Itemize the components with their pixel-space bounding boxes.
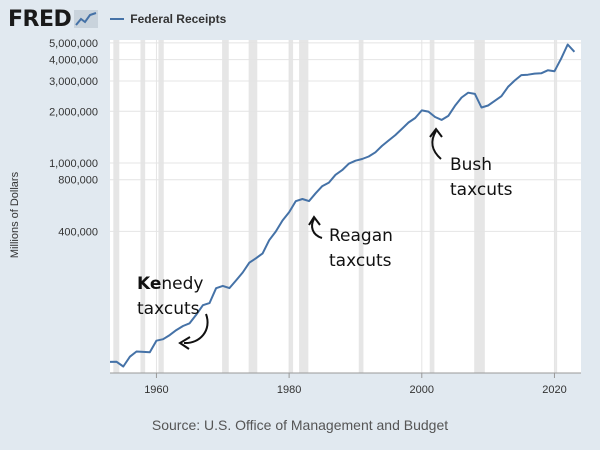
legend-label[interactable]: Federal Receipts	[130, 12, 227, 26]
annotation-text: taxcuts	[137, 299, 200, 319]
annotation-arrowhead	[429, 127, 443, 138]
x-tick-label: 1980	[277, 384, 301, 396]
recession-band	[474, 40, 485, 373]
y-tick-label: 800,000	[58, 175, 98, 187]
recession-band	[299, 40, 309, 373]
annotation-arrowhead	[178, 336, 191, 350]
y-tick-label: 3,000,000	[49, 76, 98, 88]
recession-band	[140, 40, 146, 373]
y-tick-label: 5,000,000	[49, 38, 98, 50]
annotation-2: Bush taxcuts	[450, 155, 513, 200]
source-note: Source: U.S. Office of Management and Bu…	[151, 417, 449, 433]
y-tick-label: 400,000	[58, 226, 98, 238]
recession-band	[248, 40, 258, 373]
series-line[interactable]	[109, 43, 576, 368]
x-tick-label: 2020	[542, 384, 566, 396]
recession-band	[113, 40, 120, 373]
trend-line-icon	[74, 10, 99, 28]
recession-band	[429, 40, 435, 373]
fred-logo[interactable]: FRED	[8, 6, 72, 32]
recession-band	[222, 40, 229, 373]
annotation-text: Reagan	[329, 226, 393, 246]
y-tick-label: 4,000,000	[49, 55, 98, 67]
annotation-1: Reagan taxcuts	[329, 226, 393, 271]
recession-band	[158, 40, 164, 373]
annotation-arrow	[311, 218, 323, 239]
annotation-0: Kenedy taxcuts	[137, 274, 204, 319]
annotation-text: taxcuts	[450, 180, 513, 200]
annotation-arrow	[183, 313, 209, 345]
annotation-text: taxcuts	[329, 251, 392, 271]
legend-swatch	[110, 18, 125, 20]
y-tick-label: 2,000,000	[49, 106, 98, 118]
recession-band	[555, 40, 558, 373]
x-tick-label: 1960	[144, 384, 168, 396]
annotation-arrowhead	[308, 215, 321, 226]
recession-band	[358, 40, 364, 373]
annotation-arrow	[431, 130, 442, 160]
annotation-text: Kenedy	[137, 274, 204, 294]
chart-header: FRED Federal Receipts	[8, 6, 226, 32]
recession-band	[289, 40, 294, 373]
plot-background	[110, 40, 581, 373]
x-tick-label: 2000	[410, 384, 434, 396]
y-tick-label: 1,000,000	[49, 158, 98, 170]
annotation-text: Bush	[450, 155, 492, 175]
